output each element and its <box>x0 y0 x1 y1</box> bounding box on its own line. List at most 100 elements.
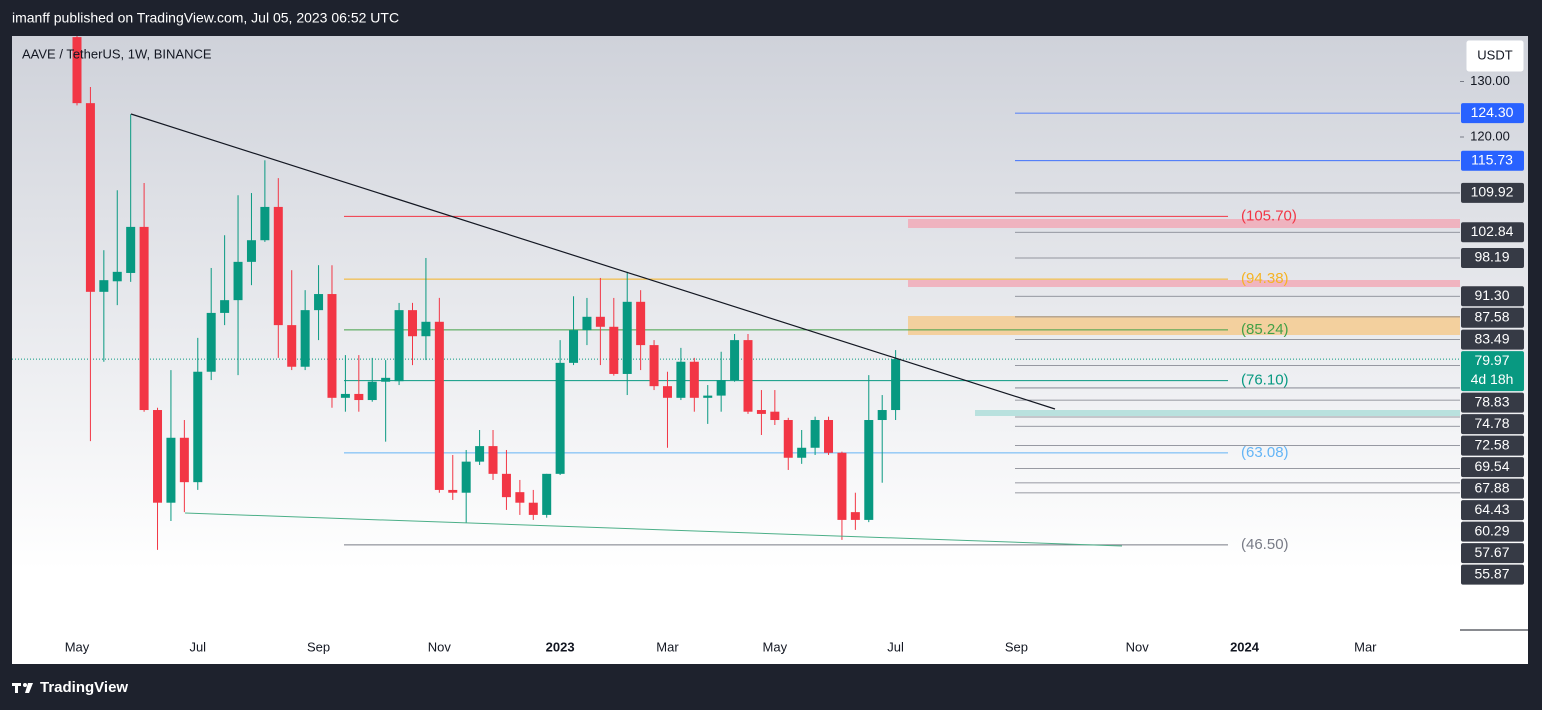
level-label: (76.10) <box>1241 372 1289 389</box>
trend-line <box>130 113 1056 410</box>
price-tag-label: 87.58 <box>1474 308 1509 324</box>
chart-panel <box>12 36 1528 664</box>
candle-body <box>193 371 203 483</box>
logo-mark <box>23 683 27 687</box>
candle-body <box>662 386 672 398</box>
price-tag-label: 67.88 <box>1474 479 1509 495</box>
price-tag <box>1461 286 1524 307</box>
price-tag-label: 98.19 <box>1474 249 1509 265</box>
price-tag-label: 124.30 <box>1471 104 1514 120</box>
candles <box>72 36 901 550</box>
level-label: (46.50) <box>1241 536 1289 553</box>
price-tag <box>1461 500 1524 521</box>
candle-body <box>783 420 793 458</box>
candle-body <box>488 446 498 474</box>
x-tick-label: Mar <box>1354 639 1377 654</box>
candle-body <box>394 310 404 382</box>
candle-body <box>340 393 350 398</box>
candle-body <box>743 340 753 412</box>
candle-body <box>837 452 847 520</box>
price-tag <box>1461 457 1524 478</box>
price-tag-label: 109.92 <box>1471 184 1514 200</box>
price-tag-label: 57.67 <box>1474 544 1509 560</box>
y-tick-label: 130.00 <box>1470 73 1510 88</box>
candle-body <box>367 381 377 401</box>
candle-body <box>569 330 579 363</box>
price-tag-label: 74.78 <box>1474 415 1509 431</box>
y-tick-label: 120.00 <box>1470 128 1510 143</box>
zone <box>908 316 1460 335</box>
candle-body <box>864 420 874 520</box>
candle-body <box>112 271 122 282</box>
price-tag-label: 79.97 <box>1474 352 1509 368</box>
footer-brand: TradingView <box>40 679 128 696</box>
candle-body <box>179 437 189 483</box>
candle-body <box>716 380 726 396</box>
price-tag <box>1461 248 1524 269</box>
countdown: 4d 18h <box>1471 371 1514 387</box>
candle-body <box>246 240 256 262</box>
candle-body <box>166 437 176 503</box>
candle-body <box>99 280 109 292</box>
level-label: (105.70) <box>1241 207 1297 224</box>
candle-body <box>891 359 901 411</box>
candle-body <box>756 410 766 414</box>
candle-body <box>689 361 699 398</box>
candle-body <box>421 321 431 337</box>
candle-body <box>824 420 834 453</box>
candle-body <box>636 301 646 346</box>
currency: USDT <box>1477 47 1512 62</box>
symbol-title: AAVE / TetherUS, 1W, BINANCE <box>22 46 212 61</box>
candle-body <box>273 206 283 326</box>
axes: 130.00 120.00 May Jul Sep Nov 2023 Mar May Jul Sep… <box>65 73 1510 654</box>
plot: (105.70) (94.38) (85.24) (76.10) (63.08) (46.… <box>12 36 1460 553</box>
candle-body <box>85 103 95 292</box>
zone <box>908 219 1460 228</box>
price-tag-label: 78.83 <box>1474 393 1509 409</box>
price-tag-label: 91.30 <box>1474 287 1509 303</box>
header: imanff published on TradingView.com, Jul… <box>12 10 399 26</box>
price-tag-label: 115.73 <box>1471 151 1513 167</box>
price-tag <box>1461 414 1524 435</box>
zone <box>975 410 1460 416</box>
price-tag <box>1461 307 1524 328</box>
candle-body <box>260 206 270 241</box>
price-tag <box>1461 182 1524 203</box>
candle-body <box>797 447 807 458</box>
candle-body <box>810 420 820 448</box>
price-tag <box>1461 351 1524 392</box>
logo-mark <box>25 683 33 693</box>
price-tag <box>1461 435 1524 456</box>
candle-body <box>730 340 740 381</box>
x-tick-label: Nov <box>428 639 452 654</box>
price-tag-label: 102.84 <box>1471 223 1514 239</box>
zone <box>908 280 1460 287</box>
currency-box[interactable] <box>1465 39 1525 73</box>
candle-body <box>153 410 163 503</box>
candle-body <box>515 492 525 503</box>
level-label: (94.38) <box>1241 270 1289 287</box>
price-tag-label: 55.87 <box>1474 565 1509 581</box>
candle-body <box>582 316 592 331</box>
candle-body <box>381 377 391 382</box>
x-tick-label: May <box>65 639 90 654</box>
price-tag-label: 64.43 <box>1474 501 1509 517</box>
price-tag <box>1461 103 1524 124</box>
candle-body <box>877 410 887 421</box>
candle-body <box>327 294 337 398</box>
price-tags: 124.30 115.73 109.92 102.84 98.19 91.30 87.58 8… <box>1461 103 1524 585</box>
candle-body <box>461 461 471 493</box>
price-tag <box>1461 222 1524 243</box>
candle-body <box>139 226 149 411</box>
price-tag-label: 72.58 <box>1474 436 1509 452</box>
candle-body <box>354 393 364 401</box>
level-label: (63.08) <box>1241 444 1289 461</box>
candle-body <box>233 261 243 301</box>
candle-body <box>220 300 230 313</box>
price-tag <box>1461 329 1524 350</box>
candle-body <box>126 226 136 273</box>
candle-body <box>501 473 511 498</box>
x-tick-label: Nov <box>1126 639 1150 654</box>
candle-body <box>434 321 444 490</box>
